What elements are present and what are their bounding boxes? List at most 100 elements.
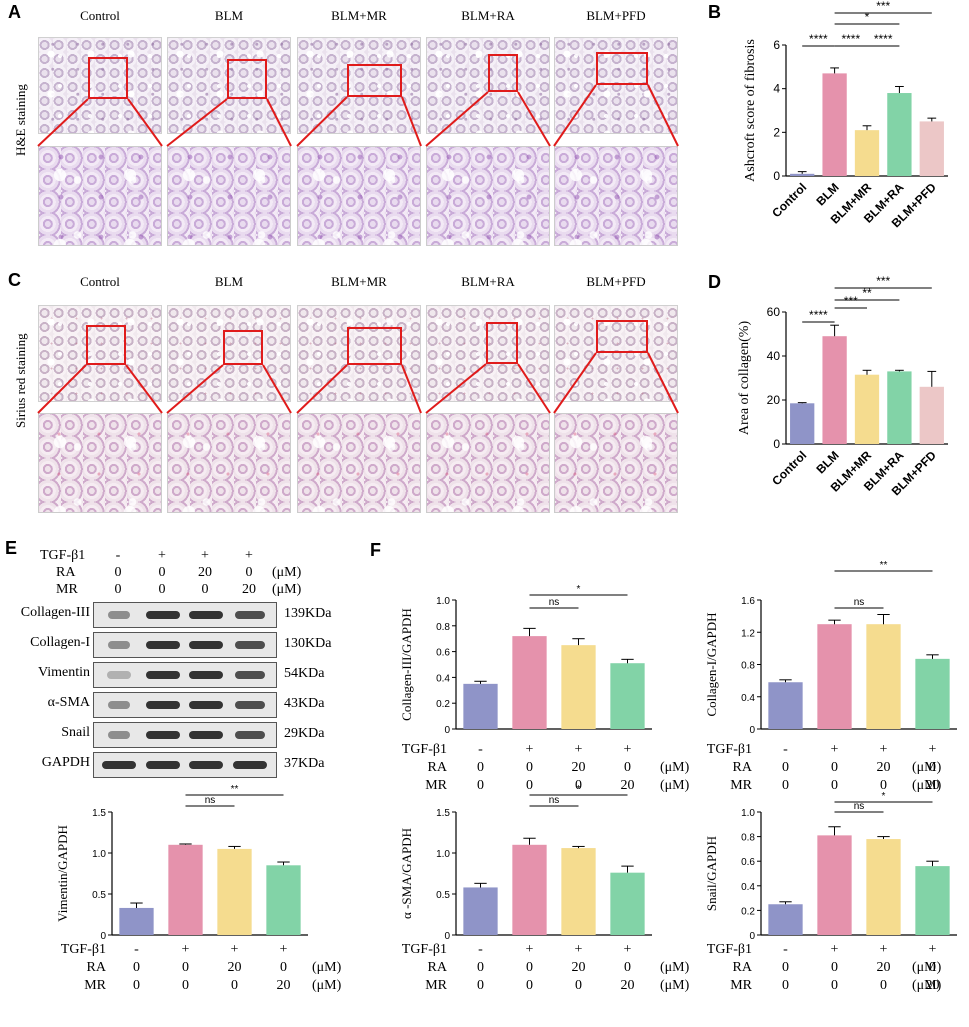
bar [610,663,645,729]
bar [822,336,847,444]
treatment-value: + [230,942,239,957]
zoom-connector [425,91,489,147]
zoom-region-box [488,54,518,92]
treatment-unit: (μM) [660,778,690,793]
treatment-value: 0 [575,778,582,793]
y-tick-label: 0.4 [741,693,755,704]
treatment-value: 0 [831,778,838,793]
zoom-region-box [227,59,267,99]
treatment-value: 0 [477,778,484,793]
bar [768,682,803,729]
bar [266,865,301,935]
treatment-value: 0 [114,582,122,597]
y-tick-label: 0 [100,931,106,942]
treatment-value: 0 [880,778,887,793]
bar [887,93,912,176]
panel-label-e: E [5,538,18,558]
treatment-value: 20 [227,960,242,975]
zoom-connector [125,364,163,414]
zoom-image [38,413,162,513]
treatment-value: 0 [782,960,789,975]
zoom-image [426,146,550,246]
y-tick-label: 0 [773,169,780,183]
panel-label-a: A [8,2,21,22]
significance-label: ns [549,795,560,806]
treatment-unit: (μM) [912,960,942,975]
zoom-image [426,413,550,513]
zoom-connector [425,363,487,414]
zoom-image [167,146,291,246]
treatment-value: 0 [624,960,631,975]
bar [790,403,815,444]
y-tick-label: 0.5 [92,890,106,901]
treatment-value: 0 [133,978,140,993]
y-tick-label: 40 [767,349,781,363]
treatment-value: + [830,742,839,757]
group-title: BLM+RA [461,8,515,23]
bar [822,73,847,176]
overview-image [297,305,421,402]
bar [854,374,880,444]
y-axis-title: Area of collagen(%) [737,321,752,436]
treatment-value: 0 [526,978,533,993]
treatment-label: MR [425,978,447,993]
blot-band [108,731,130,739]
y-tick-label: 2 [773,125,780,139]
blot-name: Snail [61,725,90,740]
treatment-value: 0 [831,960,838,975]
y-axis-title: Ashcroft score of fibrosis [743,39,758,182]
blot-strip [93,752,277,778]
y-tick-label: 0.5 [436,890,450,901]
blot-strip [93,632,277,658]
significance-label: ** [231,784,239,795]
y-tick-label: 1.5 [436,808,450,819]
group-title: Control [80,8,120,23]
treatment-label: RA [732,960,752,975]
bar [915,866,950,935]
treatment-label: MR [425,778,447,793]
treatment-unit: (μM) [660,960,690,975]
treatment-value: + [245,548,253,563]
bar [790,173,815,176]
y-tick-label: 0.8 [741,833,755,844]
zoom-connector [401,364,422,414]
treatment-value: 0 [477,978,484,993]
treatment-value: + [181,942,190,957]
zoom-connector [401,96,422,147]
bar [915,658,950,729]
y-tick-label: 1.0 [436,849,450,860]
significance-label: **** [809,308,828,322]
y-tick-label: 6 [773,38,780,52]
blot-band [107,671,131,679]
treatment-value: + [158,548,166,563]
treatment-value: 0 [182,960,189,975]
treatment-value: 0 [133,960,140,975]
y-tick-label: 0.2 [741,906,755,917]
zoom-connector [296,96,348,147]
significance-label: *** [876,274,890,288]
zoom-region-box [596,52,648,85]
zoom-connector [647,352,679,414]
bar [919,121,944,176]
treatment-value: 0 [782,778,789,793]
zoom-region-box [223,330,263,365]
treatment-unit: (μM) [660,978,690,993]
blot-band [189,611,223,619]
y-tick-label: 0.2 [436,699,450,710]
treatment-value: + [574,742,583,757]
y-tick-label: 0.8 [741,661,755,672]
treatment-value: + [525,942,534,957]
treatment-label: MR [730,978,752,993]
treatment-label: TGF-β1 [60,942,106,957]
blot-band [102,761,136,769]
treatment-label: MR [730,778,752,793]
y-tick-label: 0.8 [436,622,450,633]
zoom-image [297,146,421,246]
treatment-value: 0 [526,778,533,793]
blot-name: Vimentin [37,665,90,680]
zoom-connector [517,363,551,414]
panel-label-d: D [708,272,721,292]
y-axis-title: Vimentin/GAPDH [55,825,70,922]
y-axis-title: Snail/GAPDH [704,836,719,911]
group-title: BLM+PFD [586,274,646,289]
